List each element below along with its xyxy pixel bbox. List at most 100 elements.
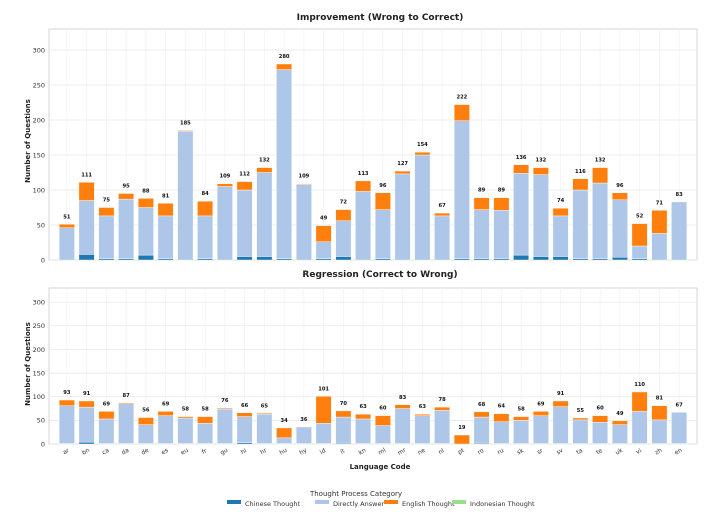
regression-total-label-ta: 55 [577,408,585,414]
improvement-bar-sk-chinese-thought [513,254,530,261]
improvement-bar-hi-chinese-thought [236,256,253,261]
regression-bar-ro-english-thought [473,411,490,418]
regression-xtick-label-vi: vi [635,447,643,456]
regression-bar-te-directly-answer [592,422,609,444]
regression-bar-mr-directly-answer [394,408,411,444]
improvement-total-label-mr: 127 [397,161,408,167]
improvement-total-label-es: 81 [162,193,170,199]
regression-bar-gu-directly-answer [216,408,233,444]
improvement-bar-vi-english-thought [631,223,648,247]
improvement-bar-hu-english-thought [276,63,293,70]
legend: Thought Process Category Chinese Thought… [227,490,535,508]
regression-total-label-kn: 63 [360,404,368,410]
improvement-total-label-id: 49 [320,216,328,222]
regression-xtick-label-eu: eu [180,447,190,457]
improvement-bar-hr-directly-answer [256,172,273,257]
improvement-bar-hi-directly-answer [236,189,253,257]
regression-bar-de-english-thought [137,417,154,425]
regression-bar-es-directly-answer [157,415,174,444]
regression-total-label-da: 87 [123,393,131,399]
regression-xtick-label-hy: hy [298,447,308,457]
improvement-bar-ar-directly-answer [58,227,75,260]
regression-xtick-label-nl: nl [437,447,446,456]
regression-xtick-label-gu: gu [219,447,229,457]
regression-bar-hi-english-thought [236,412,253,417]
regression-bar-id-english-thought [315,396,332,424]
legend-title: Thought Process Category [309,490,402,498]
improvement-bar-ro-directly-answer [473,209,490,259]
regression-total-label-es: 69 [162,401,170,407]
improvement-bar-uk-directly-answer [611,199,628,258]
improvement-bar-nl-directly-answer [434,215,451,260]
improvement-bar-ta-english-thought [572,178,589,191]
improvement-ytick-label: 100 [33,186,45,194]
improvement-ytick-label: 250 [33,81,45,89]
regression-ylabel: Number of Questions [24,322,32,406]
improvement-bar-es-english-thought [157,203,174,217]
improvement-bar-eu-english-thought [177,130,194,132]
improvement-bar-gu-directly-answer [216,186,233,260]
regression-panel: Regression (Correct to Wrong) Number of … [24,270,698,471]
improvement-ytick-label: 0 [41,256,45,264]
regression-total-label-eu: 58 [182,407,190,413]
improvement-bar-bn-chinese-thought [78,254,95,261]
legend-swatch-chinese-thought [227,500,241,504]
regression-bar-ru-directly-answer [493,421,510,444]
regression-xtick-label-id: id [319,447,327,456]
regression-xtick-label-mr: mr [397,446,408,456]
regression-total-label-hu: 34 [281,418,289,424]
legend-swatch-indonesian-thought [452,500,466,504]
regression-xtick-label-uk: uk [614,447,624,457]
improvement-bar-ta-chinese-thought [572,258,589,261]
regression-bar-hi-directly-answer [236,416,253,443]
improvement-total-label-sr: 132 [535,158,546,164]
regression-bar-sr-directly-answer [532,415,549,444]
regression-xtick-label-hi: hi [240,447,249,456]
improvement-bar-de-english-thought [137,198,154,208]
improvement-bar-da-english-thought [118,193,135,200]
improvement-title: Improvement (Wrong to Correct) [297,13,464,23]
regression-xtick-label-es: es [160,447,169,456]
regression-bar-de-directly-answer [137,424,154,444]
improvement-bar-hr-chinese-thought [256,256,273,261]
regression-total-label-mr: 83 [399,395,407,401]
improvement-bar-te-english-thought [592,167,609,184]
regression-bar-hi-chinese-thought [236,442,253,445]
regression-bar-ne-directly-answer [414,415,431,444]
improvement-bar-fr-english-thought [197,200,214,217]
regression-bar-bn-english-thought [78,400,95,408]
regression-xtick-label-pt: pt [457,447,466,456]
improvement-bar-ne-english-thought [414,151,431,156]
regression-xtick-label-ru: ru [496,447,505,456]
regression-bar-da-directly-answer [118,403,135,444]
improvement-bar-pt-chinese-thought [453,258,470,261]
regression-xtick-label-en: en [673,447,683,457]
improvement-bar-ro-english-thought [473,197,490,210]
regression-xtick-label-ml: ml [377,447,387,457]
regression-bar-bn-directly-answer [78,406,95,443]
improvement-bar-id-chinese-thought [315,258,332,261]
improvement-bar-ml-directly-answer [374,209,391,259]
regression-bar-ca-english-thought [98,411,115,420]
improvement-bar-te-chinese-thought [592,258,609,261]
regression-total-label-sv: 91 [557,391,565,397]
regression-total-label-ne: 63 [419,404,427,410]
regression-total-label-zh: 81 [656,396,664,402]
regression-xlabel: Language Code [350,463,411,471]
regression-bar-uk-english-thought [611,420,628,425]
improvement-bar-da-directly-answer [118,198,135,259]
improvement-bar-sr-chinese-thought [532,256,549,261]
improvement-total-label-ru: 89 [498,188,506,194]
improvement-total-label-ca: 75 [103,198,111,204]
improvement-bar-ru-chinese-thought [493,258,510,261]
improvement-total-label-gu: 109 [219,174,230,180]
improvement-total-label-bn: 111 [81,172,92,178]
regression-bar-fr-directly-answer [197,423,214,444]
improvement-bar-hu-directly-answer [276,69,293,259]
improvement-bar-de-directly-answer [137,207,154,256]
regression-bar-sv-english-thought [552,400,569,407]
regression-bar-da-english-thought [118,402,135,405]
regression-bar-ne-english-thought [414,414,431,416]
regression-total-label-te: 60 [597,406,605,412]
